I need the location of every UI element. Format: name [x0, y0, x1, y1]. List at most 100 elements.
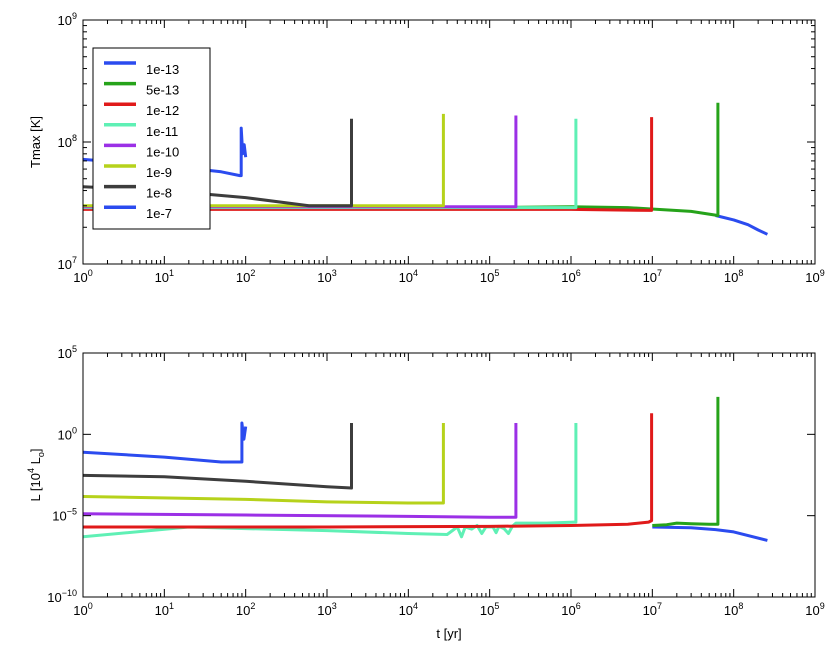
- x-tick-label: 100: [73, 601, 92, 618]
- series-line-1e-12: [83, 413, 654, 529]
- y-tick-label-base: 10: [58, 346, 72, 361]
- plot-frame: [82, 352, 816, 598]
- x-tick-label: 107: [643, 268, 662, 285]
- legend-label: 1e-7: [146, 206, 172, 221]
- x-tick-label-base: 10: [805, 270, 819, 285]
- y-tick-label-exp: 5: [72, 344, 77, 354]
- x-tick-label: 109: [805, 601, 824, 618]
- y-tick-label: 10−10: [47, 588, 77, 605]
- x-tick-label-exp: 1: [169, 601, 174, 611]
- series-line-1e-11: [83, 423, 578, 539]
- luminosity-panel: 100 101 102 103 104 105 106 107 108 10910−1010−51…: [26, 344, 825, 641]
- y-tick-label: 10−5: [52, 507, 77, 524]
- x-tick-label-base: 10: [561, 603, 575, 618]
- series-line-1e-10: [83, 423, 518, 519]
- x-tick-label: 105: [480, 601, 499, 618]
- x-tick-label-exp: 3: [332, 268, 337, 278]
- y-tick-label-exp: 9: [72, 11, 77, 21]
- x-tick-label: 108: [724, 601, 743, 618]
- y-tick-label-base: 10: [47, 590, 61, 605]
- x-tick-label-base: 10: [399, 270, 413, 285]
- x-tick-label-base: 10: [561, 270, 575, 285]
- x-axis-label: t [yr]: [436, 626, 461, 641]
- x-tick-label-exp: 6: [576, 268, 581, 278]
- x-tick-label: 104: [399, 268, 418, 285]
- legend-label: 1e-13: [146, 62, 179, 77]
- x-tick-label-base: 10: [399, 603, 413, 618]
- series-line-1e-13: [652, 525, 768, 542]
- series-group: [83, 396, 768, 542]
- x-tick-label-base: 10: [480, 270, 494, 285]
- x-tick-label-exp: 4: [413, 601, 418, 611]
- y-axis-label-suffix: ]: [28, 449, 43, 453]
- legend-label: 5e-13: [146, 83, 179, 98]
- legend-box: [92, 47, 211, 230]
- y-axis-label: L [104 Lo]: [26, 449, 46, 502]
- y-tick-label-base: 10: [52, 509, 66, 524]
- x-tick-label: 103: [317, 268, 336, 285]
- series-line-1e-9: [83, 423, 445, 505]
- x-tick-label-exp: 8: [738, 268, 743, 278]
- y-axis-label-prefix: L [10: [28, 473, 43, 501]
- legend-label: 1e-10: [146, 144, 179, 159]
- series-line-1e-8: [83, 423, 353, 490]
- x-tick-label-exp: 7: [657, 601, 662, 611]
- y-axis-label-sub: o: [36, 452, 46, 457]
- x-tick-label-exp: 0: [88, 601, 93, 611]
- x-tick-label: 103: [317, 601, 336, 618]
- x-tick-label-base: 10: [643, 603, 657, 618]
- x-tick-label-base: 10: [73, 603, 87, 618]
- x-tick-label: 105: [480, 268, 499, 285]
- y-tick-label-base: 10: [58, 135, 72, 150]
- x-tick-label-base: 10: [724, 270, 738, 285]
- y-axis-label-mid: L: [28, 457, 43, 468]
- tmax-panel: 100 101 102 103 104 105 106 107 108 109107108109T…: [28, 11, 825, 285]
- y-tick-label-base: 10: [58, 13, 72, 28]
- x-tick-label-base: 10: [73, 270, 87, 285]
- y-tick-label-base: 10: [58, 257, 72, 272]
- x-tick-label-base: 10: [805, 603, 819, 618]
- x-tick-label-exp: 2: [250, 601, 255, 611]
- x-tick-label-exp: 3: [332, 601, 337, 611]
- x-tick-label-base: 10: [317, 603, 331, 618]
- x-tick-label: 108: [724, 268, 743, 285]
- legend-label: 1e-9: [146, 165, 172, 180]
- legend-label: 1e-11: [146, 124, 178, 139]
- x-tick-label-exp: 6: [576, 601, 581, 611]
- y-tick-label-exp: 0: [72, 425, 77, 435]
- x-tick-label: 107: [643, 601, 662, 618]
- y-tick-label-exp: 8: [72, 133, 77, 143]
- x-tick-label-base: 10: [643, 270, 657, 285]
- x-tick-label-exp: 0: [88, 268, 93, 278]
- x-tick-label: 102: [236, 268, 255, 285]
- x-tick-label-base: 10: [155, 270, 169, 285]
- x-tick-label: 101: [155, 268, 174, 285]
- x-tick-label-exp: 9: [820, 601, 825, 611]
- series-line-1e-7: [83, 421, 248, 464]
- x-tick-label-base: 10: [236, 270, 250, 285]
- legend-label: 1e-8: [146, 186, 172, 201]
- x-tick-label: 109: [805, 268, 824, 285]
- y-tick-label: 105: [58, 344, 77, 361]
- legend-label: 1e-12: [146, 103, 179, 118]
- x-tick-label-base: 10: [236, 603, 250, 618]
- x-tick-label-exp: 2: [250, 268, 255, 278]
- y-tick-label: 109: [58, 11, 77, 28]
- y-tick-label: 107: [58, 255, 77, 272]
- y-tick-label-base: 10: [58, 427, 72, 442]
- x-tick-label: 104: [399, 601, 418, 618]
- x-tick-label-exp: 9: [820, 268, 825, 278]
- x-tick-label: 102: [236, 601, 255, 618]
- x-tick-label-base: 10: [724, 603, 738, 618]
- y-tick-label: 108: [58, 133, 77, 150]
- x-tick-label: 106: [561, 601, 580, 618]
- y-axis-label-exp: 4: [26, 468, 36, 473]
- series-line-1e-12: [83, 117, 654, 212]
- x-tick-label: 106: [561, 268, 580, 285]
- x-tick-label: 101: [155, 601, 174, 618]
- x-tick-label-exp: 5: [494, 268, 499, 278]
- legend: 1e-13 5e-13 1e-12 1e-11 1e-10 1e-9 1e-8 1e-7: [92, 47, 211, 230]
- x-tick-label-exp: 5: [494, 601, 499, 611]
- x-tick-label-base: 10: [480, 603, 494, 618]
